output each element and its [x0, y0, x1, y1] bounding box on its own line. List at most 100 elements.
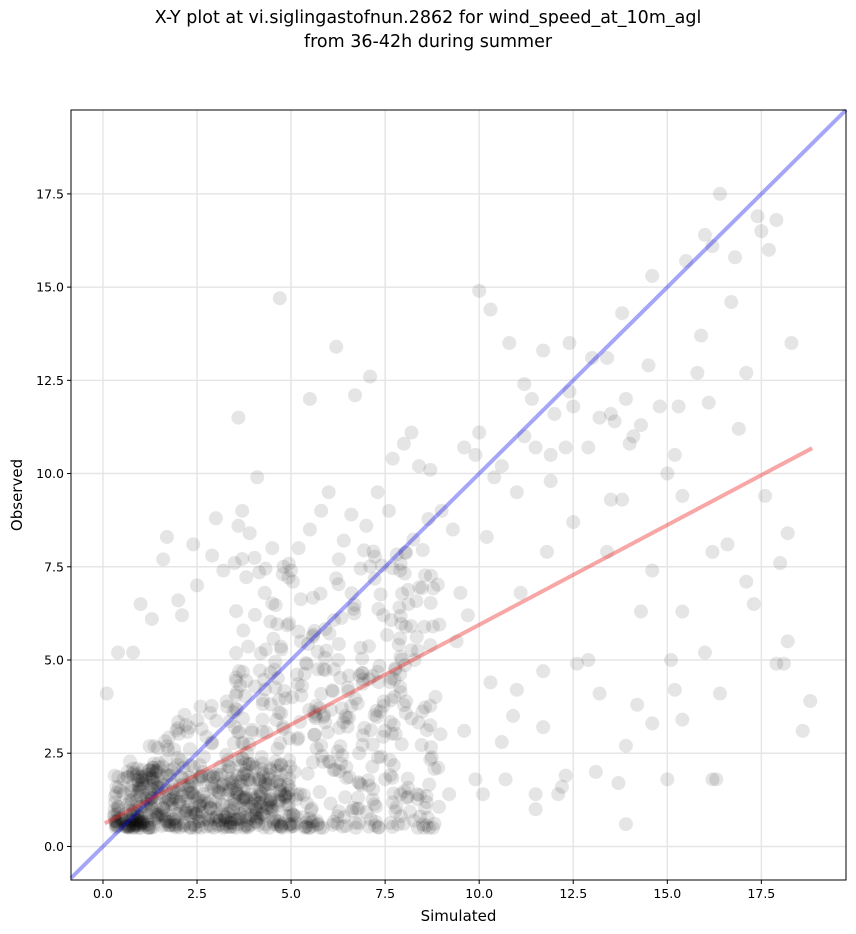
scatter-point: [162, 818, 177, 833]
scatter-point: [204, 736, 219, 751]
scatter-point: [151, 760, 166, 775]
scatter-point: [383, 753, 398, 768]
scatter-point: [566, 399, 581, 414]
scatter-point: [354, 777, 369, 792]
scatter-point: [322, 755, 337, 770]
scatter-point: [410, 820, 425, 835]
scatter-point: [174, 608, 189, 623]
scatter-point: [143, 763, 158, 777]
scatter-point: [182, 758, 197, 773]
scatter-point: [158, 814, 173, 829]
scatter-point: [416, 820, 431, 835]
scatter-point: [256, 820, 271, 835]
scatter-point: [388, 726, 403, 741]
scatter-point: [109, 815, 124, 830]
scatter-point: [290, 787, 305, 802]
scatter-point: [517, 429, 532, 444]
scatter-point: [299, 815, 314, 830]
scatter-point: [193, 820, 208, 835]
scatter-point: [285, 807, 300, 822]
scatter-point: [346, 601, 361, 616]
scatter-point: [312, 785, 327, 799]
scatter-point: [185, 817, 200, 832]
scatter-point: [243, 776, 258, 791]
scatter-point: [675, 712, 690, 727]
scatter-point: [239, 813, 254, 828]
data-points: [99, 186, 818, 835]
scatter-point: [282, 759, 297, 774]
scatter-point: [370, 750, 385, 765]
scatter-point: [592, 410, 607, 425]
scatter-point: [126, 820, 141, 835]
scatter-point: [171, 726, 186, 741]
scatter-point: [170, 817, 185, 832]
scatter-point: [384, 726, 399, 741]
scatter-point: [127, 817, 142, 832]
scatter-point: [302, 522, 317, 537]
scatter-point: [187, 817, 202, 832]
scatter-point: [194, 769, 209, 784]
scatter-point: [326, 763, 341, 777]
scatter-point: [234, 778, 249, 793]
scatter-point: [562, 384, 577, 399]
scatter-point: [214, 767, 229, 782]
scatter-point: [156, 777, 171, 792]
scatter-point: [229, 645, 244, 660]
scatter-point: [370, 485, 385, 500]
scatter-point: [132, 812, 147, 827]
scatter-point: [384, 670, 399, 685]
scatter-point: [311, 816, 326, 831]
scatter-point: [171, 750, 186, 765]
scatter-point: [739, 574, 754, 589]
scatter-point: [242, 757, 257, 772]
scatter-point: [107, 809, 122, 824]
scatter-point: [282, 753, 297, 768]
scatter-point: [239, 789, 254, 804]
scatter-point: [369, 710, 384, 725]
scatter-point: [229, 673, 244, 688]
scatter-point: [226, 801, 241, 816]
scatter-point: [266, 631, 281, 646]
scatter-point: [412, 580, 427, 595]
scatter-point: [321, 754, 336, 769]
scatter-point: [143, 796, 158, 811]
scatter-point: [158, 734, 173, 749]
scatter-point: [265, 596, 280, 611]
scatter-point: [307, 727, 322, 742]
scatter-point: [231, 810, 246, 825]
scatter-point: [366, 544, 381, 559]
scatter-point: [331, 577, 346, 592]
scatter-point: [326, 814, 341, 829]
scatter-point: [205, 735, 220, 750]
scatter-point: [181, 778, 196, 793]
scatter-point: [249, 802, 264, 817]
scatter-point: [218, 816, 233, 831]
scatter-point: [376, 698, 391, 713]
scatter-point: [419, 789, 434, 804]
scatter-point: [314, 748, 329, 763]
scatter-point: [365, 669, 380, 684]
scatter-point: [194, 768, 209, 783]
scatter-point: [253, 646, 268, 661]
y-tick-label: 5.0: [44, 653, 64, 668]
scatter-point: [124, 813, 139, 828]
scatter-point: [143, 770, 158, 785]
scatter-point: [373, 587, 388, 602]
scatter-point: [269, 774, 284, 789]
scatter-point: [380, 628, 395, 643]
scatter-point: [255, 806, 270, 821]
scatter-point: [369, 799, 384, 814]
scatter-point: [132, 799, 147, 814]
scatter-point: [664, 653, 679, 667]
scatter-point: [255, 807, 270, 821]
scatter-point: [554, 779, 569, 794]
scatter-point: [227, 812, 242, 827]
scatter-point: [558, 440, 573, 455]
scatter-point: [266, 814, 281, 829]
scatter-point: [116, 771, 131, 786]
scatter-point: [600, 544, 615, 559]
scatter-point: [645, 268, 660, 283]
scatter-point: [302, 811, 317, 826]
scatter-point: [151, 809, 166, 824]
scatter-point: [164, 777, 179, 792]
